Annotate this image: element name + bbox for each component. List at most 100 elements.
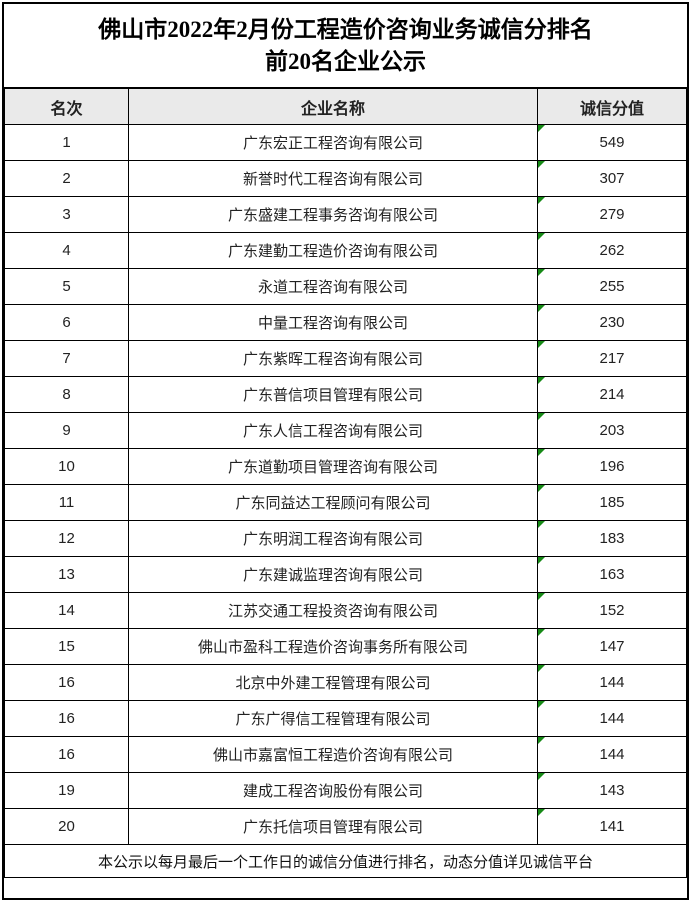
- page-title-line2: 前20名企业公示: [265, 48, 426, 74]
- rank-cell: 10: [4, 448, 129, 485]
- table-row: 14 江苏交通工程投资咨询有限公司 152: [4, 592, 687, 629]
- score-value: 147: [599, 638, 625, 655]
- rank-cell: 1: [4, 124, 129, 161]
- score-cell: 255: [537, 268, 687, 305]
- score-cell: 203: [537, 412, 687, 449]
- score-cell: 144: [537, 736, 687, 773]
- excel-flag-triangle-icon: [538, 233, 545, 240]
- company-cell: 广东宏正工程咨询有限公司: [128, 124, 538, 161]
- table-row: 15 佛山市盈科工程造价咨询事务所有限公司 147: [4, 628, 687, 665]
- page-title-line1: 佛山市2022年2月份工程造价咨询业务诚信分排名: [98, 16, 593, 42]
- excel-flag-triangle-icon: [538, 485, 545, 492]
- company-cell: 建成工程咨询股份有限公司: [128, 772, 538, 809]
- company-cell: 广东人信工程咨询有限公司: [128, 412, 538, 449]
- table-row: 19 建成工程咨询股份有限公司 143: [4, 772, 687, 809]
- rank-cell: 3: [4, 196, 129, 233]
- ranking-table: 名次 企业名称 诚信分值 1 广东宏正工程咨询有限公司 549 2 新誉时代工程…: [4, 88, 687, 878]
- table-row: 13 广东建诚监理咨询有限公司 163: [4, 556, 687, 593]
- table-row: 4 广东建勤工程造价咨询有限公司 262: [4, 232, 687, 269]
- score-value: 144: [599, 710, 625, 727]
- score-cell: 147: [537, 628, 687, 665]
- rank-cell: 19: [4, 772, 129, 809]
- company-cell: 广东普信项目管理有限公司: [128, 376, 538, 413]
- excel-flag-triangle-icon: [538, 665, 545, 672]
- company-cell: 江苏交通工程投资咨询有限公司: [128, 592, 538, 629]
- rank-cell: 8: [4, 376, 129, 413]
- company-cell: 广东同益达工程顾问有限公司: [128, 484, 538, 521]
- company-cell: 广东托信项目管理有限公司: [128, 808, 538, 845]
- excel-flag-triangle-icon: [538, 521, 545, 528]
- table-body: 1 广东宏正工程咨询有限公司 549 2 新誉时代工程咨询有限公司 307 3 …: [4, 124, 687, 845]
- rank-cell: 6: [4, 304, 129, 341]
- score-value: 203: [599, 422, 625, 439]
- company-cell: 广东建诚监理咨询有限公司: [128, 556, 538, 593]
- table-row: 2 新誉时代工程咨询有限公司 307: [4, 160, 687, 197]
- excel-flag-triangle-icon: [538, 701, 545, 708]
- company-cell: 广东道勤项目管理咨询有限公司: [128, 448, 538, 485]
- score-cell: 183: [537, 520, 687, 557]
- excel-flag-triangle-icon: [538, 197, 545, 204]
- score-cell: 262: [537, 232, 687, 269]
- table-row: 6 中量工程咨询有限公司 230: [4, 304, 687, 341]
- rank-cell: 13: [4, 556, 129, 593]
- excel-flag-triangle-icon: [538, 305, 545, 312]
- score-cell: 230: [537, 304, 687, 341]
- score-cell: 141: [537, 808, 687, 845]
- table-row: 9 广东人信工程咨询有限公司 203: [4, 412, 687, 449]
- score-value: 144: [599, 746, 625, 763]
- score-cell: 143: [537, 772, 687, 809]
- rank-cell: 4: [4, 232, 129, 269]
- score-cell: 214: [537, 376, 687, 413]
- table-row: 3 广东盛建工程事务咨询有限公司 279: [4, 196, 687, 233]
- score-value: 163: [599, 566, 625, 583]
- company-cell: 广东明润工程咨询有限公司: [128, 520, 538, 557]
- table-row: 16 佛山市嘉富恒工程造价咨询有限公司 144: [4, 736, 687, 773]
- score-cell: 549: [537, 124, 687, 161]
- col-header-rank: 名次: [4, 88, 129, 125]
- table-row: 1 广东宏正工程咨询有限公司 549: [4, 124, 687, 161]
- score-cell: 279: [537, 196, 687, 233]
- table-row: 20 广东托信项目管理有限公司 141: [4, 808, 687, 845]
- company-cell: 广东建勤工程造价咨询有限公司: [128, 232, 538, 269]
- excel-flag-triangle-icon: [538, 737, 545, 744]
- excel-flag-triangle-icon: [538, 809, 545, 816]
- rank-cell: 7: [4, 340, 129, 377]
- score-value: 143: [599, 782, 625, 799]
- rank-cell: 16: [4, 664, 129, 701]
- rank-cell: 20: [4, 808, 129, 845]
- company-cell: 永道工程咨询有限公司: [128, 268, 538, 305]
- rank-cell: 5: [4, 268, 129, 305]
- col-header-score: 诚信分值: [537, 88, 687, 125]
- score-cell: 152: [537, 592, 687, 629]
- excel-flag-triangle-icon: [538, 125, 545, 132]
- score-value: 255: [599, 278, 625, 295]
- company-cell: 新誉时代工程咨询有限公司: [128, 160, 538, 197]
- table-row: 7 广东紫晖工程咨询有限公司 217: [4, 340, 687, 377]
- score-value: 262: [599, 242, 625, 259]
- score-value: 185: [599, 494, 625, 511]
- table-row: 5 永道工程咨询有限公司 255: [4, 268, 687, 305]
- company-cell: 中量工程咨询有限公司: [128, 304, 538, 341]
- score-cell: 163: [537, 556, 687, 593]
- table-row: 10 广东道勤项目管理咨询有限公司 196: [4, 448, 687, 485]
- score-cell: 307: [537, 160, 687, 197]
- score-cell: 144: [537, 664, 687, 701]
- excel-flag-triangle-icon: [538, 629, 545, 636]
- company-cell: 佛山市嘉富恒工程造价咨询有限公司: [128, 736, 538, 773]
- company-cell: 广东广得信工程管理有限公司: [128, 700, 538, 737]
- score-value: 196: [599, 458, 625, 475]
- rank-cell: 15: [4, 628, 129, 665]
- excel-flag-triangle-icon: [538, 449, 545, 456]
- excel-flag-triangle-icon: [538, 773, 545, 780]
- excel-flag-triangle-icon: [538, 413, 545, 420]
- rank-cell: 16: [4, 700, 129, 737]
- score-value: 307: [599, 170, 625, 187]
- score-cell: 185: [537, 484, 687, 521]
- page-title: 佛山市2022年2月份工程造价咨询业务诚信分排名 前20名企业公示: [4, 4, 687, 88]
- excel-flag-triangle-icon: [538, 377, 545, 384]
- score-value: 549: [599, 134, 625, 151]
- excel-flag-triangle-icon: [538, 593, 545, 600]
- company-cell: 广东盛建工程事务咨询有限公司: [128, 196, 538, 233]
- score-value: 152: [599, 602, 625, 619]
- score-value: 230: [599, 314, 625, 331]
